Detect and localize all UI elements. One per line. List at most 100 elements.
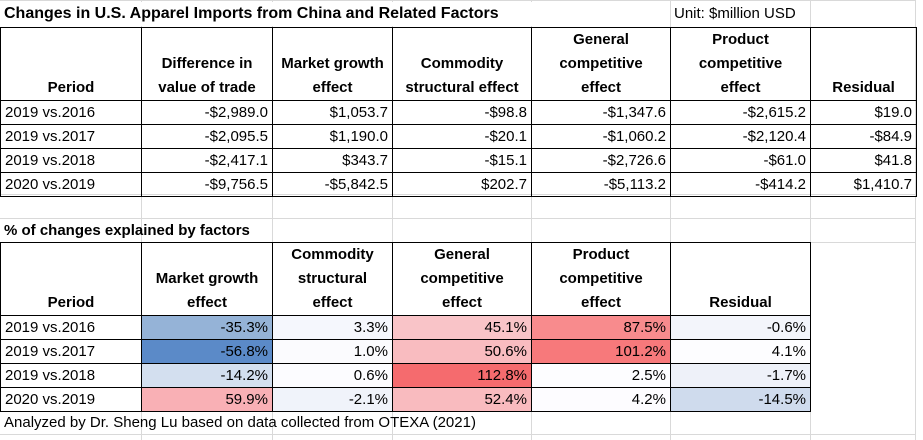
gridline: [531, 0, 532, 440]
column-header-line: [5, 52, 137, 76]
column-header-line: [675, 267, 806, 291]
table-row: 2020 vs.2019 59.9% -2.1% 52.4% 4.2% -14.5%: [0, 387, 811, 412]
value-table-header-row: Period Difference in value of trade Market …: [0, 27, 917, 101]
value-cell: -$5,113.2: [531, 172, 671, 197]
value-cell: 112.8%: [392, 363, 532, 388]
column-header-line: [146, 243, 268, 267]
gridline: [0, 434, 916, 435]
column-header-line: effect: [580, 79, 621, 96]
gridline: [670, 0, 671, 440]
value-cell: $1,190.0: [272, 124, 393, 149]
column-header-line: [5, 243, 137, 267]
value-cell: 50.6%: [392, 339, 532, 364]
column-header-line: structural effect: [405, 79, 519, 96]
value-cell: -$61.0: [670, 148, 811, 173]
column-header-line: Period: [47, 294, 95, 311]
column-header: Market growth effect: [272, 27, 393, 101]
value-cell: -35.3%: [141, 315, 273, 340]
column-header-line: effect: [580, 294, 621, 311]
value-cell: 4.1%: [670, 339, 811, 364]
column-header-line: competitive: [420, 270, 504, 287]
column-header-line: Residual: [709, 294, 772, 311]
column-header-line: competitive: [698, 55, 783, 72]
column-header-line: [675, 243, 806, 267]
column-header-line: effect: [312, 294, 353, 311]
value-cell: -$2,615.2: [670, 100, 811, 125]
column-header-line: [277, 28, 388, 52]
value-cell: -56.8%: [141, 339, 273, 364]
gridline: [0, 0, 916, 1]
column-header-line: General: [434, 246, 490, 263]
value-cell: -0.6%: [670, 315, 811, 340]
column-header: Period: [0, 27, 142, 101]
gridline: [810, 0, 811, 440]
column-header: General competitive effect: [531, 27, 671, 101]
column-header: General competitive effect: [392, 242, 532, 316]
column-header-line: effect: [720, 79, 761, 96]
column-header-line: General: [573, 31, 629, 48]
column-header-line: competitive: [559, 55, 643, 72]
column-header: Product competitive effect: [670, 27, 811, 101]
value-cell: -$2,417.1: [141, 148, 273, 173]
period-cell: 2019 vs.2018: [0, 148, 142, 173]
value-cell: 4.2%: [531, 387, 671, 412]
column-header: Period: [0, 242, 142, 316]
column-header-line: Residual: [832, 79, 895, 96]
value-cell: -14.5%: [670, 387, 811, 412]
table-row: 2019 vs.2016 -35.3% 3.3% 45.1% 87.5% -0.6%: [0, 315, 811, 340]
value-cell: -$1,347.6: [531, 100, 671, 125]
value-cell: 101.2%: [531, 339, 671, 364]
value-cell: -1.7%: [670, 363, 811, 388]
value-cell: $41.8: [810, 148, 917, 173]
table-row: 2019 vs.2018 -14.2% 0.6% 112.8% 2.5% -1.7%: [0, 363, 811, 388]
column-header-line: Commodity: [291, 246, 374, 263]
sheet-title: Changes in U.S. Apparel Imports from Chi…: [4, 2, 664, 26]
column-header-line: [5, 267, 137, 291]
period-cell: 2019 vs.2016: [0, 100, 142, 125]
column-header-line: effect: [186, 294, 227, 311]
column-header: Residual: [670, 242, 811, 316]
value-cell: -$2,095.5: [141, 124, 273, 149]
column-header-line: Commodity: [420, 55, 504, 72]
value-cell: -$20.1: [392, 124, 532, 149]
value-cell: -$98.8: [392, 100, 532, 125]
column-header: Product competitive effect: [531, 242, 671, 316]
value-cell: -2.1%: [272, 387, 393, 412]
column-header-line: effect: [441, 294, 482, 311]
table-row: 2019 vs.2017 -56.8% 1.0% 50.6% 101.2% 4.1%: [0, 339, 811, 364]
value-cell: $202.7: [392, 172, 532, 197]
column-header: Commodity structural effect: [272, 242, 393, 316]
value-cell: -$15.1: [392, 148, 532, 173]
percent-table: Period Market growth effect Commodity struct…: [0, 242, 811, 412]
column-header-line: Market growth: [155, 270, 259, 287]
percent-table-subtitle: % of changes explained by factors: [4, 222, 250, 239]
gridline: [392, 0, 393, 440]
unit-label: Unit: $million USD: [674, 5, 796, 22]
value-cell: $343.7: [272, 148, 393, 173]
value-cell: -$2,120.4: [670, 124, 811, 149]
column-header: Commodity structural effect: [392, 27, 532, 101]
column-header-line: Difference in: [161, 55, 253, 72]
value-cell: 1.0%: [272, 339, 393, 364]
column-header-line: Period: [47, 79, 95, 96]
table-row: 2019 vs.2016 -$2,989.0 $1,053.7 -$98.8 -$1,3…: [0, 100, 917, 125]
period-cell: 2020 vs.2019: [0, 387, 142, 412]
column-header-line: Product: [572, 246, 630, 263]
value-cell: 2.5%: [531, 363, 671, 388]
value-table: Period Difference in value of trade Market …: [0, 27, 917, 197]
gridline: [0, 218, 916, 219]
value-cell: -14.2%: [141, 363, 273, 388]
value-cell: 87.5%: [531, 315, 671, 340]
gridline: [915, 0, 916, 440]
column-header-line: structural: [297, 270, 368, 287]
value-cell: 52.4%: [392, 387, 532, 412]
column-header-line: Product: [712, 31, 769, 48]
period-cell: 2019 vs.2016: [0, 315, 142, 340]
column-header-line: competitive: [559, 270, 643, 287]
value-cell: $1,053.7: [272, 100, 393, 125]
value-cell: -$414.2: [670, 172, 811, 197]
value-cell: -$9,756.5: [141, 172, 273, 197]
value-cell: -$2,726.6: [531, 148, 671, 173]
value-cell: -$84.9: [810, 124, 917, 149]
